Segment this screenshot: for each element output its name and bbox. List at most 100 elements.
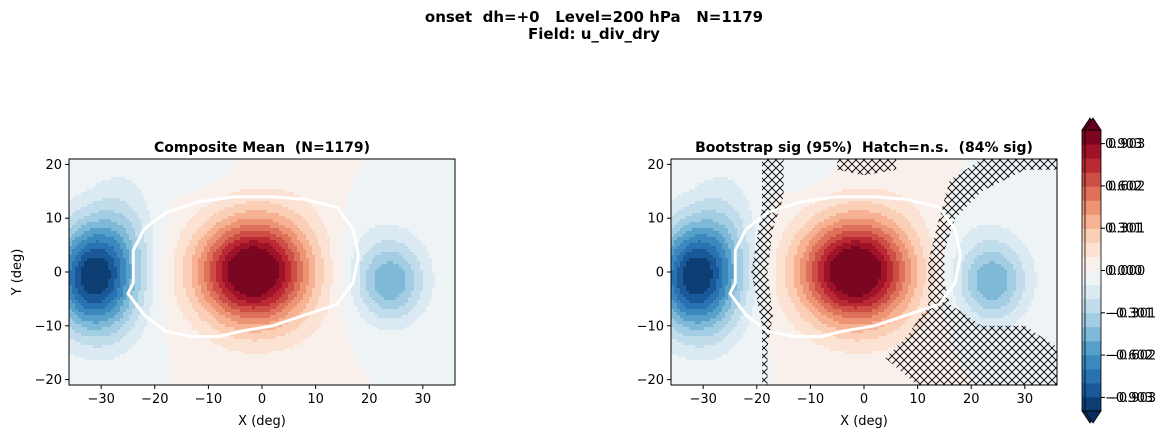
heatmap-cell <box>105 216 109 220</box>
heatmap-cell <box>222 288 226 292</box>
heatmap-cell <box>99 327 103 331</box>
heatmap-cell <box>258 228 262 232</box>
heatmap-cell <box>210 375 214 379</box>
heatmap-cell <box>111 369 115 373</box>
heatmap-cell <box>246 276 250 280</box>
heatmap-cell <box>99 282 103 286</box>
heatmap-cell <box>147 243 151 247</box>
heatmap-cell <box>159 246 163 250</box>
heatmap-cell <box>204 252 208 256</box>
heatmap-cell <box>123 270 127 274</box>
heatmap-cell <box>120 330 124 334</box>
heatmap-cell <box>96 234 100 238</box>
heatmap-cell <box>159 237 163 241</box>
heatmap-cell <box>108 360 112 364</box>
heatmap-cell <box>171 231 175 235</box>
heatmap-cell <box>90 366 94 370</box>
heatmap-cell <box>102 240 106 244</box>
heatmap-cell <box>216 348 220 352</box>
heatmap-cell <box>225 372 229 376</box>
heatmap-cell <box>78 240 82 244</box>
heatmap-cell <box>90 216 94 220</box>
heatmap-cell <box>231 327 235 331</box>
heatmap-cell <box>201 189 205 193</box>
heatmap-cell <box>174 267 178 271</box>
heatmap-cell <box>189 243 193 247</box>
heatmap-cell <box>165 255 169 259</box>
heatmap-cell <box>162 195 166 199</box>
heatmap-cell <box>249 231 253 235</box>
heatmap-cell <box>96 318 100 322</box>
heatmap-cell <box>105 333 109 337</box>
heatmap-cell <box>219 306 223 310</box>
heatmap-cell <box>93 207 97 211</box>
heatmap-cell <box>78 375 82 379</box>
heatmap-cell <box>135 171 139 175</box>
heatmap-cell <box>153 261 157 265</box>
heatmap-cell <box>153 279 157 283</box>
heatmap-cell <box>243 216 247 220</box>
heatmap-cell <box>261 294 265 298</box>
heatmap-cell <box>156 345 160 349</box>
heatmap-cell <box>144 237 148 241</box>
heatmap-cell <box>81 324 85 328</box>
heatmap-cell <box>162 234 166 238</box>
heatmap-cell <box>255 291 259 295</box>
heatmap-cell <box>150 246 154 250</box>
heatmap-cell <box>90 162 94 166</box>
heatmap-cell <box>261 237 265 241</box>
heatmap-cell <box>192 363 196 367</box>
heatmap-cell <box>264 222 268 226</box>
heatmap-cell <box>213 303 217 307</box>
heatmap-cell <box>72 204 76 208</box>
heatmap-cell <box>108 186 112 190</box>
heatmap-cell <box>168 252 172 256</box>
heatmap-cell <box>72 180 76 184</box>
heatmap-cell <box>108 171 112 175</box>
heatmap-cell <box>72 321 76 325</box>
heatmap-cell <box>180 267 184 271</box>
heatmap-cell <box>234 249 238 253</box>
heatmap-cell <box>165 339 169 343</box>
heatmap-cell <box>81 234 85 238</box>
heatmap-cell <box>249 234 253 238</box>
heatmap-cell <box>102 378 106 382</box>
heatmap-cell <box>225 279 229 283</box>
heatmap-cell <box>99 342 103 346</box>
heatmap-cell <box>102 231 106 235</box>
heatmap-cell <box>183 213 187 217</box>
heatmap-cell <box>126 228 130 232</box>
heatmap-cell <box>84 177 88 181</box>
heatmap-cell <box>78 255 82 259</box>
heatmap-cell <box>240 186 244 190</box>
heatmap-cell <box>129 201 133 205</box>
heatmap-cell <box>210 264 214 268</box>
heatmap-cell <box>81 345 85 349</box>
heatmap-cell <box>234 192 238 196</box>
heatmap-cell <box>201 219 205 223</box>
heatmap-cell <box>78 285 82 289</box>
heatmap-cell <box>147 300 151 304</box>
heatmap-cell <box>129 195 133 199</box>
heatmap-cell <box>144 291 148 295</box>
heatmap-cell <box>156 303 160 307</box>
heatmap-cell <box>177 210 181 214</box>
heatmap-cell <box>162 174 166 178</box>
heatmap-cell <box>207 381 211 385</box>
heatmap-cell <box>222 252 226 256</box>
heatmap-cell <box>201 162 205 166</box>
heatmap-cell <box>99 258 103 262</box>
heatmap-cell <box>87 360 91 364</box>
heatmap-cell <box>69 243 73 247</box>
heatmap-cell <box>228 258 232 262</box>
heatmap-cell <box>159 318 163 322</box>
heatmap-cell <box>174 222 178 226</box>
heatmap-cell <box>213 318 217 322</box>
heatmap-cell <box>93 330 97 334</box>
heatmap-cell <box>102 381 106 385</box>
heatmap-cell <box>168 369 172 373</box>
heatmap-cell <box>219 363 223 367</box>
heatmap-cell <box>150 207 154 211</box>
heatmap-cell <box>90 213 94 217</box>
heatmap-cell <box>237 186 241 190</box>
